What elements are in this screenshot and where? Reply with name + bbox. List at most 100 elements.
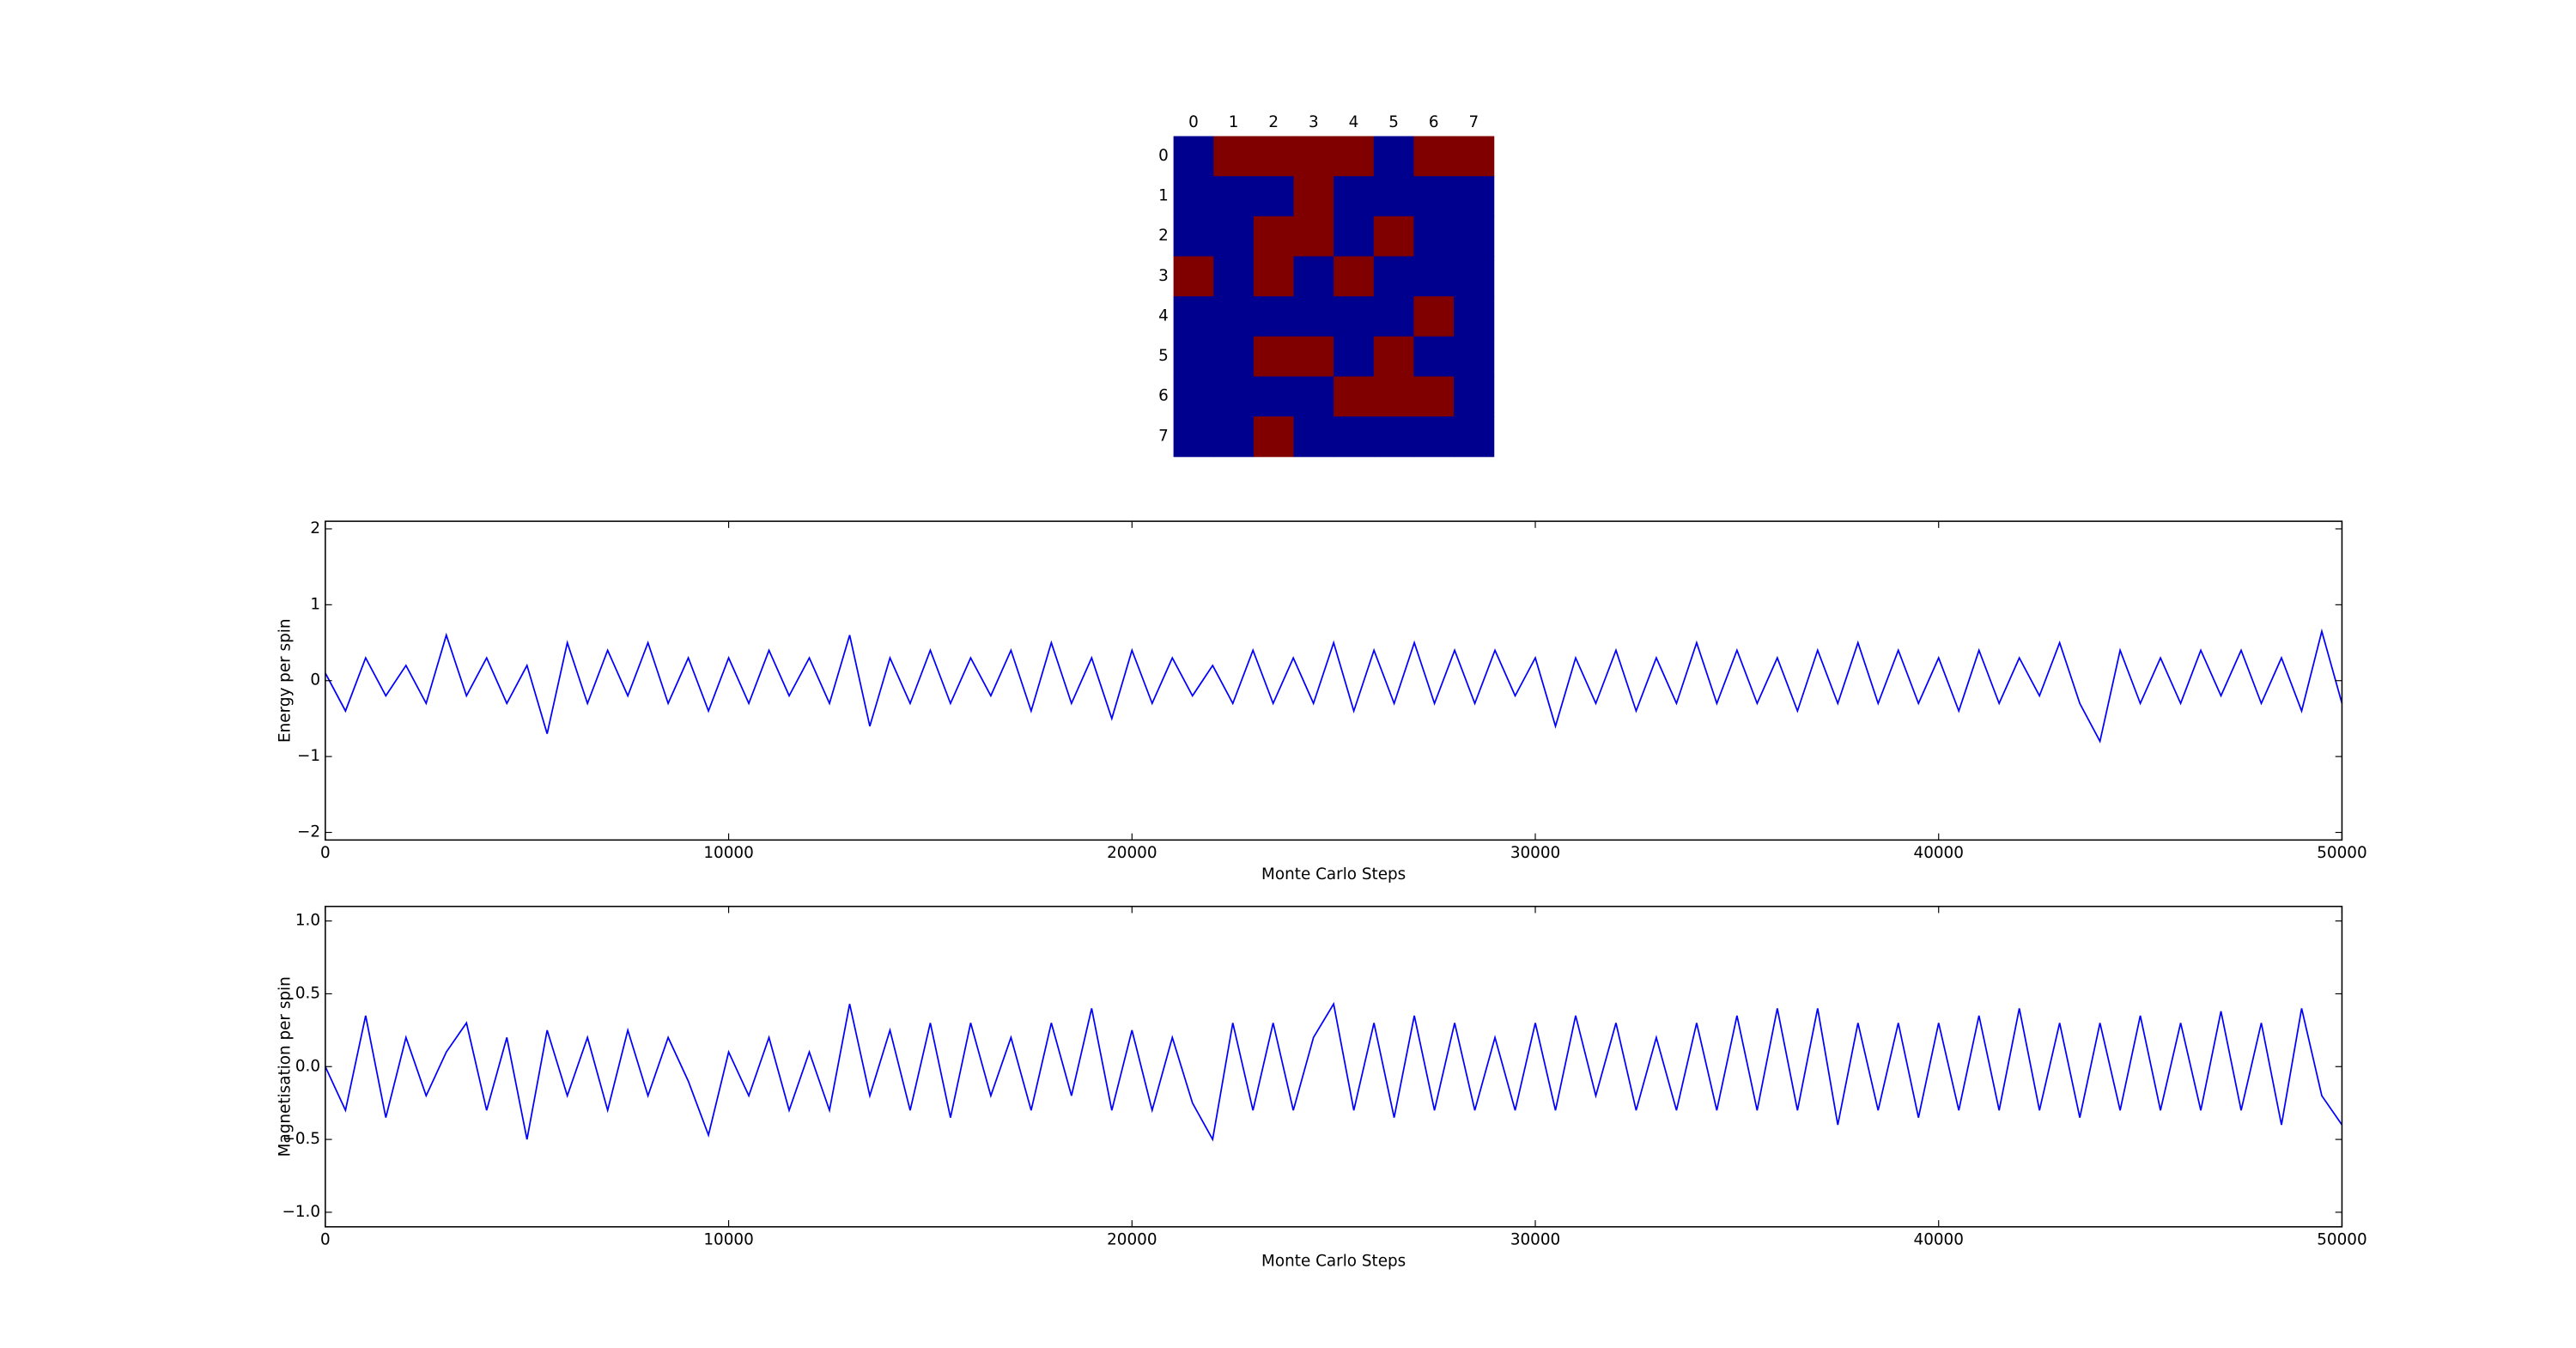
- cell: [1454, 216, 1495, 258]
- cell: [1213, 136, 1255, 177]
- cell: [1173, 136, 1214, 177]
- cell: [1253, 376, 1295, 417]
- cell: [1173, 176, 1214, 217]
- cell: [1293, 256, 1334, 297]
- cell: [1413, 216, 1455, 258]
- cell: [1373, 416, 1415, 458]
- cell: [1413, 256, 1455, 297]
- y-tick-label: 3: [1158, 267, 1169, 285]
- x-tick-label: 4: [1349, 113, 1359, 131]
- cell: [1334, 256, 1375, 297]
- x-tick-label: 30000: [1510, 1230, 1560, 1248]
- cell: [1293, 336, 1334, 378]
- cell: [1334, 216, 1375, 258]
- y-tick-label: 4: [1158, 307, 1169, 325]
- x-tick-label: 0: [1188, 113, 1199, 131]
- x-tick-label: 10000: [703, 1230, 753, 1248]
- cell: [1173, 256, 1214, 297]
- y-tick-label: −1.0: [282, 1203, 320, 1221]
- cell: [1213, 336, 1255, 378]
- x-tick-label: 40000: [1914, 1230, 1964, 1248]
- cell: [1173, 376, 1214, 417]
- y-tick-label: 0.5: [295, 984, 320, 1002]
- cell: [1253, 416, 1295, 458]
- x-tick-label: 20000: [1107, 844, 1157, 862]
- y-tick-label: 1: [310, 595, 320, 613]
- y-tick-label: 0: [1158, 147, 1169, 165]
- cell: [1253, 336, 1295, 378]
- x-axis-label: Monte Carlo Steps: [1261, 865, 1406, 883]
- cell: [1454, 416, 1495, 458]
- x-tick-label: 6: [1429, 113, 1439, 131]
- cell: [1413, 136, 1455, 177]
- cell: [1373, 216, 1415, 258]
- x-axis-label: Monte Carlo Steps: [1261, 1252, 1406, 1270]
- cell: [1454, 176, 1495, 217]
- x-tick-label: 20000: [1107, 1230, 1157, 1248]
- y-tick-label: 6: [1158, 387, 1169, 405]
- x-tick-label: 5: [1388, 113, 1399, 131]
- cell: [1454, 336, 1495, 378]
- cell: [1454, 296, 1495, 337]
- x-tick-label: 2: [1268, 113, 1279, 131]
- data-line: [325, 628, 2343, 744]
- cell: [1173, 216, 1214, 258]
- cell: [1213, 416, 1255, 458]
- cell: [1334, 336, 1375, 378]
- x-tick-label: 50000: [2317, 1230, 2366, 1248]
- cell: [1454, 136, 1495, 177]
- y-tick-label: 0: [310, 671, 320, 689]
- cell: [1293, 376, 1334, 417]
- x-tick-label: 0: [320, 1230, 331, 1248]
- cell: [1213, 376, 1255, 417]
- cell: [1373, 176, 1415, 217]
- cell: [1173, 416, 1214, 458]
- y-tick-label: 2: [1158, 227, 1169, 245]
- cell: [1293, 216, 1334, 258]
- cell: [1334, 176, 1375, 217]
- cell: [1413, 376, 1455, 417]
- y-tick-label: 7: [1158, 427, 1169, 445]
- axes-frame: [325, 520, 2343, 841]
- cell: [1173, 336, 1214, 378]
- cell: [1293, 176, 1334, 217]
- cell: [1213, 216, 1255, 258]
- y-tick-label: 2: [310, 519, 320, 537]
- cell: [1253, 176, 1295, 217]
- cell: [1373, 136, 1415, 177]
- x-tick-label: 50000: [2317, 844, 2366, 862]
- cell: [1253, 256, 1295, 297]
- y-tick-label: −2: [297, 823, 320, 841]
- x-tick-label: 1: [1229, 113, 1239, 131]
- cell: [1373, 256, 1415, 297]
- cell: [1373, 376, 1415, 417]
- x-tick-label: 30000: [1510, 844, 1560, 862]
- cell: [1213, 176, 1255, 217]
- axes-frame: [325, 905, 2343, 1228]
- y-tick-label: −0.5: [282, 1130, 320, 1148]
- cell: [1454, 376, 1495, 417]
- cell: [1334, 376, 1375, 417]
- x-tick-label: 40000: [1914, 844, 1964, 862]
- y-tick-label: 0.0: [295, 1057, 320, 1075]
- cell: [1373, 336, 1415, 378]
- data-line: [325, 1001, 2343, 1142]
- cell: [1173, 296, 1214, 337]
- y-axis-label: Magnetisation per spin: [276, 976, 294, 1157]
- y-tick-label: 1: [1158, 187, 1169, 205]
- cell: [1413, 176, 1455, 217]
- cell: [1293, 416, 1334, 458]
- y-tick-label: 1.0: [295, 912, 320, 930]
- cell: [1413, 336, 1455, 378]
- cell: [1293, 136, 1334, 177]
- cell: [1334, 416, 1375, 458]
- cell: [1413, 416, 1455, 458]
- cell: [1253, 216, 1295, 258]
- cell: [1213, 296, 1255, 337]
- x-tick-label: 3: [1309, 113, 1319, 131]
- cell: [1454, 256, 1495, 297]
- cell: [1334, 296, 1375, 337]
- x-tick-label: 7: [1469, 113, 1479, 131]
- x-tick-label: 10000: [703, 844, 753, 862]
